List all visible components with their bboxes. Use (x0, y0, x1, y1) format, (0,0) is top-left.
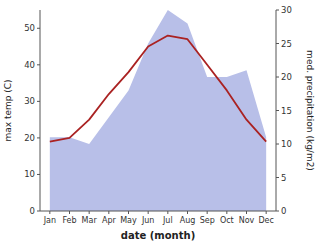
x-tick-label: Dec (258, 216, 273, 225)
x-tick-label: May (120, 216, 137, 225)
y2-axis-label: med. precipitation (kg/m2) (305, 50, 315, 171)
y-tick (37, 137, 40, 138)
x-tick-label: Mar (82, 216, 98, 225)
y-tick (37, 174, 40, 175)
y2-tick-label: 30 (281, 5, 292, 15)
plot-area (50, 10, 266, 211)
y2-tick (276, 43, 279, 44)
x-tick-label: Feb (62, 216, 76, 225)
x-tick (266, 211, 267, 214)
x-tick-label: Jun (141, 216, 155, 225)
y-tick (37, 211, 40, 212)
y-tick (37, 28, 40, 29)
x-tick-label: Apr (102, 216, 117, 225)
y2-tick (276, 10, 279, 11)
y2-tick (276, 177, 279, 178)
y-tick-label: 30 (24, 96, 35, 106)
y-tick-label: 50 (24, 23, 35, 33)
x-tick-label: Jan (43, 216, 56, 225)
x-tick-label: Oct (220, 216, 234, 225)
y2-tick-label: 25 (281, 39, 292, 49)
x-tick (207, 211, 208, 214)
y-axis-line (40, 10, 41, 211)
x-tick (49, 211, 50, 214)
x-tick (89, 211, 90, 214)
x-tick (128, 211, 129, 214)
y-tick-label: 40 (24, 60, 35, 70)
y2-tick (276, 110, 279, 111)
x-tick (108, 211, 109, 214)
y2-tick (276, 211, 279, 212)
y2-tick-label: 10 (281, 139, 292, 149)
y-axis-label: max temp (C) (3, 79, 13, 141)
line (50, 36, 266, 142)
y-tick (37, 64, 40, 65)
y-tick-label: 0 (30, 206, 35, 216)
x-tick-label: Jul (162, 216, 173, 225)
x-tick (246, 211, 247, 214)
x-tick (69, 211, 70, 214)
x-tick (167, 211, 168, 214)
y2-tick-label: 0 (281, 206, 286, 216)
x-tick-label: Sep (200, 216, 215, 225)
y2-tick (276, 77, 279, 78)
x-tick (226, 211, 227, 214)
y-tick (37, 101, 40, 102)
y-tick-label: 10 (24, 169, 35, 179)
y2-tick-label: 5 (281, 173, 286, 183)
x-tick-label: Aug (180, 216, 196, 225)
x-axis-line (40, 211, 276, 212)
y2-tick-label: 20 (281, 72, 292, 82)
y2-tick-label: 15 (281, 106, 292, 116)
x-tick-label: Nov (239, 216, 255, 225)
x-tick (148, 211, 149, 214)
y2-tick (276, 144, 279, 145)
y-tick-label: 20 (24, 133, 35, 143)
area (50, 10, 266, 211)
x-axis-label: date (month) (121, 230, 195, 241)
chart: Jan Feb Mar AprMay Jun Jul Aug Sep Oct NovDec 0 10 2… (0, 0, 318, 247)
x-tick (187, 211, 188, 214)
